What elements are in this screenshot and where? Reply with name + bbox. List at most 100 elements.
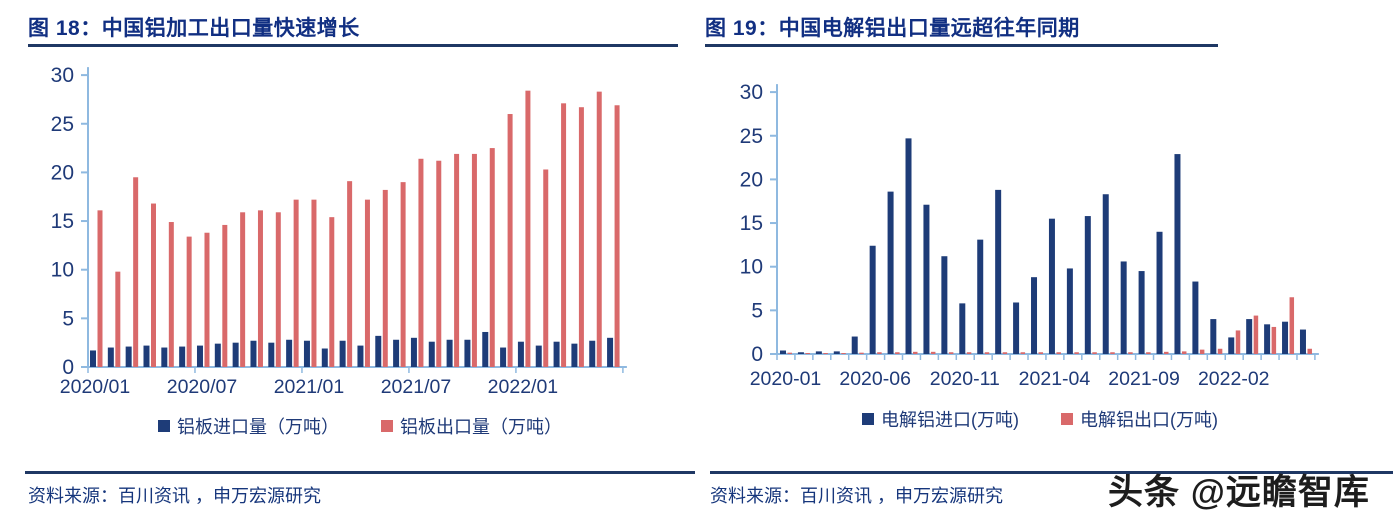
bar xyxy=(1146,352,1151,354)
x-tick-label: 2020-01 xyxy=(750,368,822,390)
x-tick-label: 2020/07 xyxy=(167,376,238,398)
bar xyxy=(150,203,156,367)
bar xyxy=(977,239,984,354)
bar xyxy=(1253,315,1259,354)
bar xyxy=(1264,324,1271,354)
bar xyxy=(1013,302,1020,354)
bar xyxy=(204,232,210,367)
bar xyxy=(303,340,310,367)
y-tick-label: 20 xyxy=(740,168,763,191)
bar xyxy=(859,352,864,354)
y-tick-label: 30 xyxy=(740,81,763,104)
bars-series-0 xyxy=(780,138,1306,354)
legend-swatch-export-right xyxy=(1061,413,1073,425)
bar xyxy=(984,352,990,354)
y-tick-label: 15 xyxy=(740,212,763,235)
bar xyxy=(1128,352,1133,354)
bar xyxy=(1048,218,1055,354)
bar xyxy=(454,153,460,367)
bar xyxy=(1038,352,1044,354)
bar xyxy=(311,199,317,367)
bar xyxy=(869,245,876,354)
y-tick-label: 10 xyxy=(740,256,763,279)
bar xyxy=(161,347,168,367)
bar xyxy=(257,210,263,367)
bar xyxy=(482,331,489,367)
legend-item-export-left: 铝板出口量（万吨） xyxy=(381,413,562,439)
y-tick-label: 30 xyxy=(51,64,74,87)
y-tick-label: 0 xyxy=(62,356,74,379)
figure-18-title-underline xyxy=(28,44,678,47)
x-tick-label: 2022/01 xyxy=(488,376,559,398)
bar xyxy=(410,337,417,367)
bar xyxy=(948,352,954,354)
bar xyxy=(393,339,400,367)
bar xyxy=(428,341,435,367)
bar xyxy=(375,335,382,367)
bar xyxy=(90,350,96,367)
bar xyxy=(1164,351,1169,354)
legend-swatch-import-right xyxy=(862,413,874,425)
bar xyxy=(930,351,936,354)
bar xyxy=(578,107,584,368)
bars-series-1 xyxy=(97,90,620,368)
legend-swatch-import-left xyxy=(158,420,170,432)
bar xyxy=(321,348,328,367)
bar xyxy=(851,336,858,354)
y-tick-label: 5 xyxy=(62,307,74,330)
bar xyxy=(913,351,918,354)
y-tick-label: 0 xyxy=(751,343,763,366)
bar xyxy=(143,345,150,367)
bar xyxy=(1031,277,1038,354)
bar xyxy=(275,212,281,367)
figure-18-bottom-rule xyxy=(25,471,695,474)
bar xyxy=(196,345,203,367)
legend-item-export-right: 电解铝出口(万吨) xyxy=(1061,406,1218,432)
toutiao-watermark: 头条 @远瞻智库 xyxy=(1108,473,1370,512)
bar xyxy=(1174,154,1181,354)
bar xyxy=(214,343,221,367)
bar xyxy=(1074,352,1079,354)
bar xyxy=(436,160,442,367)
bar xyxy=(1217,348,1223,354)
bar xyxy=(780,350,786,354)
bar xyxy=(959,303,966,354)
bar xyxy=(1120,261,1127,354)
bar xyxy=(222,224,228,367)
bar xyxy=(787,352,792,354)
figure-18-title: 图 18：中国铝加工出口量快速增长 xyxy=(28,17,360,40)
bar xyxy=(543,169,549,367)
bar xyxy=(571,343,578,367)
bar xyxy=(535,345,542,367)
x-tick-label: 2020-06 xyxy=(839,368,911,390)
x-tick-label: 2021-09 xyxy=(1108,368,1180,390)
bar xyxy=(293,199,299,367)
bar xyxy=(1289,297,1295,354)
bar xyxy=(966,352,972,354)
bar xyxy=(589,340,596,367)
x-tick-label: 2022-02 xyxy=(1198,368,1270,390)
bar xyxy=(489,148,495,367)
y-tick-label: 10 xyxy=(51,259,74,282)
legend-item-import-left: 铝板进口量（万吨） xyxy=(158,413,339,439)
bar xyxy=(1066,268,1073,354)
bar xyxy=(797,352,804,354)
bars-series-0 xyxy=(90,331,614,367)
bar xyxy=(1002,352,1008,354)
bar xyxy=(923,204,930,354)
bar xyxy=(179,346,186,367)
bar xyxy=(329,217,335,367)
bar xyxy=(553,341,560,367)
figure-19-legend: 电解铝进口(万吨) 电解铝出口(万吨) xyxy=(780,406,1300,432)
bar xyxy=(1110,352,1115,354)
bar xyxy=(471,153,477,367)
x-tick-label: 2021/01 xyxy=(274,376,345,398)
bar xyxy=(500,347,507,367)
bar xyxy=(815,351,822,354)
bar xyxy=(232,342,239,367)
bar xyxy=(1228,337,1235,354)
legend-label-export-right: 电解铝出口(万吨) xyxy=(1080,410,1218,430)
bar xyxy=(107,347,114,367)
bar xyxy=(168,222,174,367)
